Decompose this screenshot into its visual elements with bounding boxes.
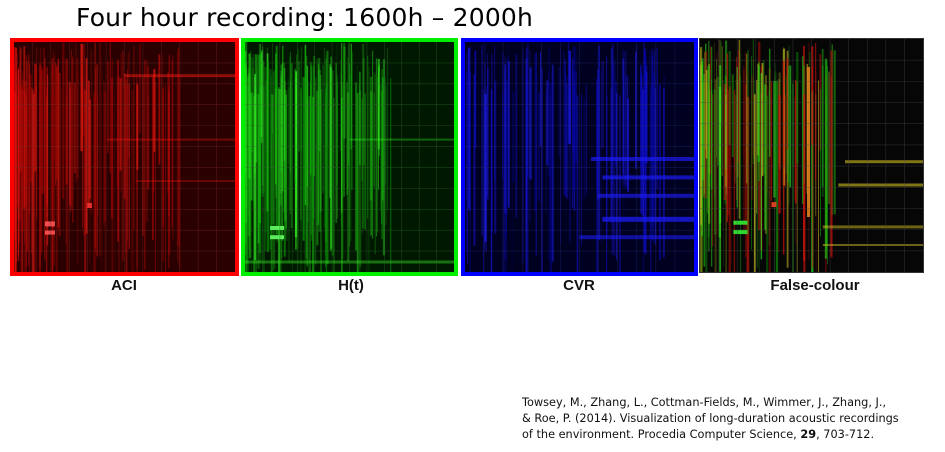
false-colour-label: False-colour: [770, 277, 860, 294]
ht-label: H(t): [338, 277, 364, 294]
aci-spectrogram-panel: [10, 38, 239, 276]
aci-spectrogram-image: [14, 42, 235, 272]
figure-title: Four hour recording: 1600h – 2000h: [76, 3, 534, 32]
ht-spectrogram-panel: [241, 38, 458, 276]
citation-line-3: of the environment. Procedia Computer Sc…: [522, 427, 899, 443]
citation: Towsey, M., Zhang, L., Cottman-Fields, M…: [522, 395, 899, 443]
cvr-label: CVR: [563, 277, 595, 294]
false-colour-spectrogram-panel: [699, 38, 924, 273]
citation-volume: 29: [800, 428, 817, 441]
citation-line-3-text: of the environment. Procedia Computer Sc…: [522, 428, 801, 441]
citation-line-2: & Roe, P. (2014). Visualization of long-…: [522, 412, 899, 425]
citation-line-1: Towsey, M., Zhang, L., Cottman-Fields, M…: [522, 396, 887, 409]
ht-spectrogram-image: [245, 42, 454, 272]
cvr-spectrogram-panel: [461, 38, 698, 276]
citation-pages: , 703-712.: [816, 428, 875, 441]
cvr-spectrogram-image: [465, 42, 694, 272]
aci-label: ACI: [111, 277, 137, 294]
false-colour-spectrogram-image: [700, 39, 923, 272]
